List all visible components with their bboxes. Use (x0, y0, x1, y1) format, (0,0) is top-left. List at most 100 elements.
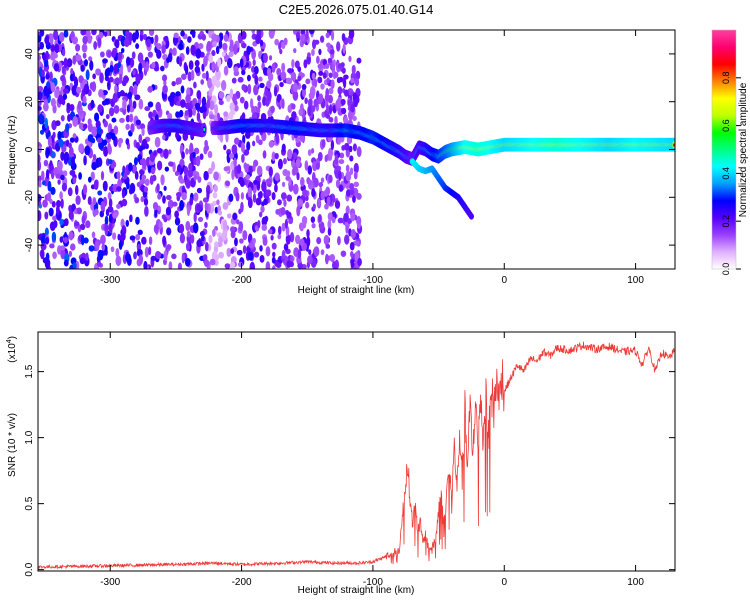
heatmap-speckle (241, 84, 247, 91)
heatmap-speckle (178, 223, 185, 234)
heatmap-speckle (307, 105, 312, 117)
heatmap-speckle (245, 174, 251, 180)
heatmap-speckle (315, 55, 320, 64)
heatmap-speckle (71, 156, 75, 167)
heatmap-speckle (211, 75, 218, 86)
heatmap-speckle (261, 201, 265, 207)
heatmap-speckle (251, 48, 256, 60)
heatmap-speckle (305, 78, 311, 85)
heatmap-speckle (324, 63, 330, 69)
heatmap-speckle (38, 35, 42, 43)
heatmap-speckle (189, 142, 194, 154)
heatmap-speckle (38, 85, 44, 93)
heatmap-speckle (68, 142, 72, 149)
heatmap-speckle (67, 114, 71, 122)
heatmap-speckle (239, 96, 245, 104)
heatmap-speckle (38, 160, 42, 171)
heatmap-speckle (59, 31, 65, 43)
heatmap-speckle (51, 201, 56, 208)
heatmap-speckle (158, 221, 163, 229)
heatmap-speckle (100, 170, 105, 181)
heatmap-speckle (171, 81, 176, 87)
heatmap-speckle (252, 237, 256, 245)
heatmap-speckle (147, 51, 153, 58)
heatmap-speckle (132, 32, 137, 43)
heatmap-speckle (263, 67, 268, 74)
heatmap-speckle (332, 261, 338, 269)
heatmap-speckle (275, 208, 281, 215)
heatmap-speckle (78, 122, 85, 130)
heatmap-speckle (115, 248, 120, 258)
snr-series-line (38, 341, 675, 570)
heatmap-speckle (222, 42, 228, 51)
heatmap-speckle (233, 157, 237, 167)
heatmap-speckle (162, 195, 166, 204)
heatmap-speckle (271, 242, 277, 250)
snr-line-layer (38, 341, 675, 570)
heatmap-speckle (144, 178, 150, 186)
heatmap-speckle (233, 43, 238, 55)
heatmap-speckle (283, 199, 287, 207)
heatmap-speckle (192, 222, 199, 234)
heatmap-speckle (96, 125, 102, 135)
snr-x-axis: -300 -200 -100 0 100 (100, 332, 644, 588)
heatmap-speckle (231, 169, 235, 181)
heatmap-speckle (325, 243, 331, 249)
heatmap-speckle (135, 142, 140, 149)
heatmap-speckle (165, 206, 172, 216)
heatmap-speckle (272, 251, 276, 258)
heatmap-speckle (292, 183, 299, 195)
heatmap-speckle (40, 235, 46, 246)
heatmap-speckle (89, 82, 94, 90)
heatmap-speckle (342, 77, 347, 89)
heatmap-speckle (356, 146, 362, 158)
heatmap-speckle (253, 84, 259, 96)
heatmap-speckle (311, 222, 316, 229)
heatmap-speckle (315, 162, 320, 170)
heatmap-speckle (212, 40, 217, 48)
heatmap-speckle (204, 221, 208, 229)
heatmap-speckle (54, 88, 60, 99)
heatmap-speckle (295, 31, 301, 39)
heatmap-speckle (265, 97, 270, 107)
heatmap-speckle (356, 192, 362, 200)
heatmap-speckle (204, 241, 209, 252)
heatmap-speckle (211, 161, 216, 171)
spectrogram-y-axis: -40 -20 0 20 40 (24, 48, 675, 252)
heatmap-speckle (304, 160, 309, 171)
heatmap-speckle (192, 106, 197, 116)
heatmap-speckle (89, 60, 94, 71)
heatmap-speckle (350, 229, 356, 239)
heatmap-speckle (38, 153, 41, 164)
heatmap-speckle (274, 172, 280, 182)
heatmap-speckle (301, 83, 307, 91)
heatmap-speckle (281, 181, 286, 188)
heatmap-speckle (109, 64, 114, 73)
heatmap-speckle (341, 33, 346, 42)
heatmap-speckle (239, 238, 244, 244)
heatmap-speckle (124, 253, 131, 262)
heatmap-speckle (57, 94, 64, 105)
x-tick-label: 100 (627, 275, 644, 286)
heatmap-speckle (48, 207, 54, 217)
heatmap-speckle (138, 62, 143, 74)
heatmap-speckle (156, 43, 162, 50)
heatmap-speckle (329, 49, 335, 55)
heatmap-speckle (128, 97, 133, 108)
heatmap-speckle (84, 145, 91, 156)
heatmap-speckle (53, 63, 60, 72)
heatmap-speckle (271, 63, 276, 73)
heatmap-speckle (128, 162, 133, 172)
heatmap-speckle (328, 104, 333, 115)
heatmap-speckle (41, 170, 45, 181)
heatmap-speckle (62, 93, 68, 100)
heatmap-speckle (260, 205, 265, 213)
heatmap-speckle (85, 220, 91, 229)
heatmap-speckle (353, 181, 360, 188)
heatmap-speckle (91, 231, 96, 239)
heatmap-speckle (257, 76, 263, 82)
heatmap-speckle (42, 102, 49, 112)
heatmap-speckle (135, 73, 141, 85)
heatmap-speckle (318, 48, 322, 56)
heatmap-speckle (207, 150, 213, 159)
